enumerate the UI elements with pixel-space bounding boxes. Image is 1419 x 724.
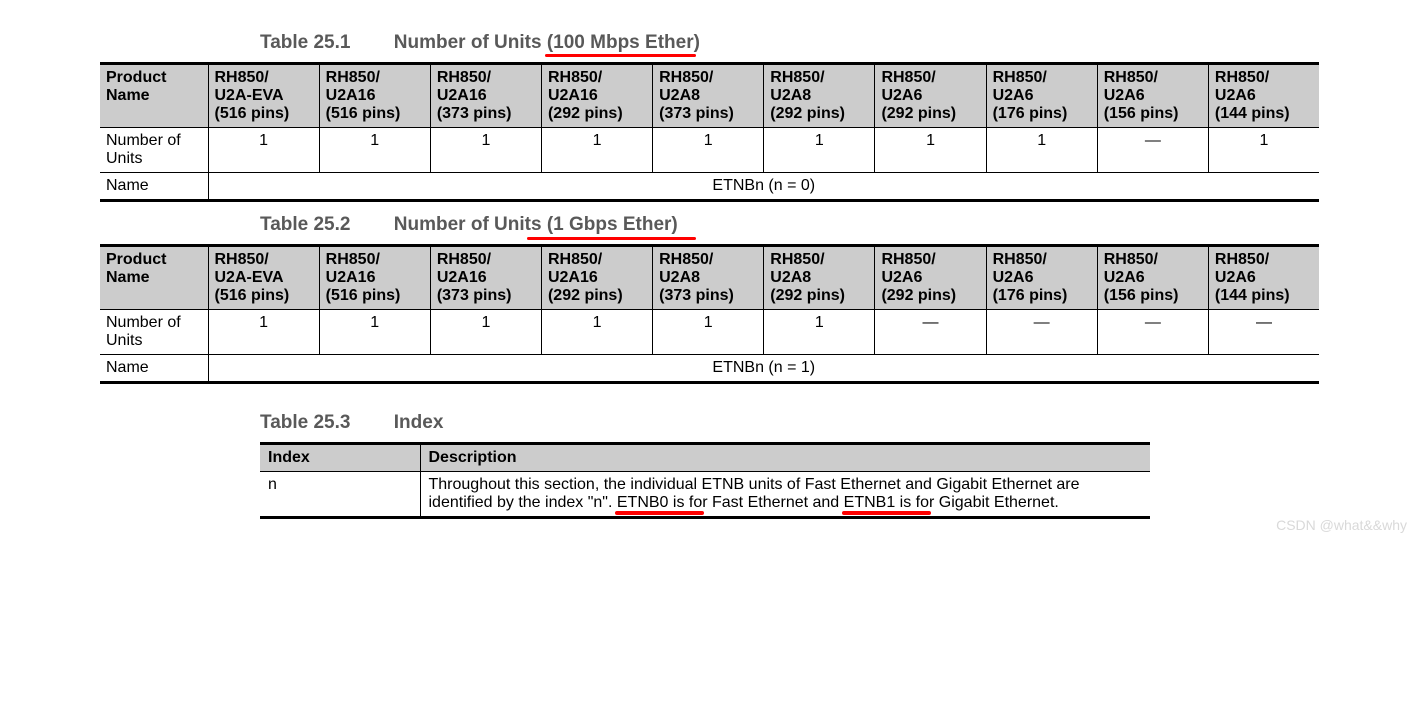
table1-col-3: RH850/U2A16(292 pins) (541, 64, 652, 128)
table2-u7: — (986, 310, 1097, 355)
table3-c0: n (260, 472, 420, 518)
table1-col-5: RH850/U2A8(292 pins) (764, 64, 875, 128)
table3-h1: Description (420, 444, 1150, 472)
table3-h0: Index (260, 444, 420, 472)
table1-caption-pre: Number of Units (394, 32, 547, 53)
table2: Product Name RH850/U2A-EVA(516 pins) RH8… (100, 244, 1319, 384)
table2-num: Table 25.2 (260, 214, 350, 235)
table1-units-label: Number of Units (100, 128, 208, 173)
table2-h0: Product Name (100, 246, 208, 310)
table3-desc: Throughout this section, the individual … (420, 472, 1150, 518)
table3-mark-etnb0: ETNB0 is fo (617, 494, 702, 512)
table2-name-label: Name (100, 355, 208, 383)
table3: Index Description n Throughout this sect… (260, 442, 1150, 519)
table3-row: n Throughout this section, the individua… (260, 472, 1150, 518)
table1-u8: — (1097, 128, 1208, 173)
table2-u3: 1 (541, 310, 652, 355)
table2-units-row: Number of Units 1 1 1 1 1 1 — — — — (100, 310, 1319, 355)
watermark: CSDN @what&&why (1276, 517, 1407, 533)
table2-col-5: RH850/U2A8(292 pins) (764, 246, 875, 310)
table2-units-label: Number of Units (100, 310, 208, 355)
table1-u3: 1 (541, 128, 652, 173)
table2-u0: 1 (208, 310, 319, 355)
table2-col-9: RH850/U2A6(144 pins) (1208, 246, 1319, 310)
table1-col-8: RH850/U2A6(156 pins) (1097, 64, 1208, 128)
table3-desc-mid: r Fast Ethernet and (702, 494, 843, 511)
table1-name-row: Name ETNBn (n = 0) (100, 173, 1319, 201)
table2-u2: 1 (430, 310, 541, 355)
table1-u6: 1 (875, 128, 986, 173)
table2-col-0: RH850/U2A-EVA(516 pins) (208, 246, 319, 310)
table2-u5: 1 (764, 310, 875, 355)
table1-col-4: RH850/U2A8(373 pins) (653, 64, 764, 128)
table1-u7: 1 (986, 128, 1097, 173)
table2-col-6: RH850/U2A6(292 pins) (875, 246, 986, 310)
table2-u8: — (1097, 310, 1208, 355)
table2-caption-pre: Number of Unit (394, 214, 531, 235)
table1-u1: 1 (319, 128, 430, 173)
table3-desc-post: r Gigabit Ethernet. (929, 494, 1059, 511)
table1-u9: 1 (1208, 128, 1319, 173)
table3-header-row: Index Description (260, 444, 1150, 472)
table2-col-2: RH850/U2A16(373 pins) (430, 246, 541, 310)
table1-name-val: ETNBn (n = 0) (208, 173, 1319, 201)
table2-u6: — (875, 310, 986, 355)
table1-u5: 1 (764, 128, 875, 173)
table2-col-4: RH850/U2A8(373 pins) (653, 246, 764, 310)
table1-u0: 1 (208, 128, 319, 173)
table3-caption: Index (394, 412, 444, 433)
table3-mark-etnb1: ETNB1 is fo (844, 494, 929, 512)
table1: Product Name RH850/U2A-EVA(516 pins) RH8… (100, 62, 1319, 202)
table2-col-3: RH850/U2A16(292 pins) (541, 246, 652, 310)
table2-u1: 1 (319, 310, 430, 355)
table3-title: Table 25.3 Index (260, 412, 1319, 434)
table2-header-row: Product Name RH850/U2A-EVA(516 pins) RH8… (100, 246, 1319, 310)
table2-col-7: RH850/U2A6(176 pins) (986, 246, 1097, 310)
table1-num: Table 25.1 (260, 32, 350, 53)
table1-col-1: RH850/U2A16(516 pins) (319, 64, 430, 128)
table2-u9: — (1208, 310, 1319, 355)
table1-col-0: RH850/U2A-EVA(516 pins) (208, 64, 319, 128)
table1-header-row: Product Name RH850/U2A-EVA(516 pins) RH8… (100, 64, 1319, 128)
table2-name-val: ETNBn (n = 1) (208, 355, 1319, 383)
table1-u4: 1 (653, 128, 764, 173)
table1-col-2: RH850/U2A16(373 pins) (430, 64, 541, 128)
table1-col-9: RH850/U2A6(144 pins) (1208, 64, 1319, 128)
table1-h0: Product Name (100, 64, 208, 128)
table1-col-7: RH850/U2A6(176 pins) (986, 64, 1097, 128)
table3-num: Table 25.3 (260, 412, 350, 433)
table2-col-1: RH850/U2A16(516 pins) (319, 246, 430, 310)
table1-units-row: Number of Units 1 1 1 1 1 1 1 1 — 1 (100, 128, 1319, 173)
table1-highlight: (100 Mbps Ethe (547, 32, 686, 54)
table2-highlight: s (1 Gbps Ether) (531, 214, 678, 236)
table2-col-8: RH850/U2A6(156 pins) (1097, 246, 1208, 310)
table1-col-6: RH850/U2A6(292 pins) (875, 64, 986, 128)
table2-title: Table 25.2 Number of Units (1 Gbps Ether… (260, 214, 1319, 236)
table1-u2: 1 (430, 128, 541, 173)
table1-title: Table 25.1 Number of Units (100 Mbps Eth… (260, 32, 1319, 54)
table1-name-label: Name (100, 173, 208, 201)
table1-caption-post: r) (686, 32, 700, 53)
table2-u4: 1 (653, 310, 764, 355)
table2-name-row: Name ETNBn (n = 1) (100, 355, 1319, 383)
